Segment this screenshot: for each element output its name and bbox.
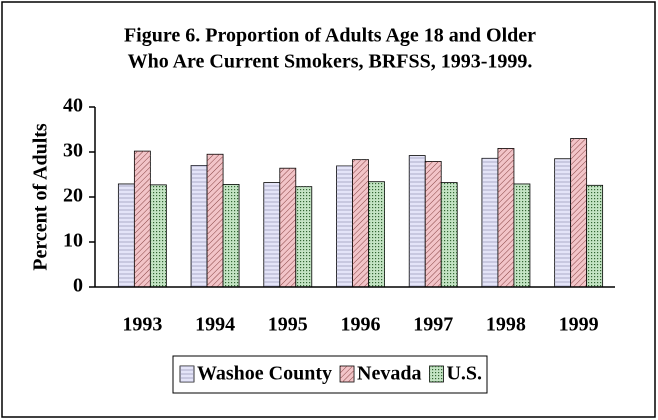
bar <box>149 184 167 288</box>
bar <box>481 157 499 288</box>
y-tick-label: 20 <box>63 185 83 207</box>
bar <box>424 161 442 288</box>
legend-swatch-pattern <box>429 366 444 382</box>
bar <box>133 150 151 288</box>
bar <box>263 182 281 288</box>
legend-label: Washoe County <box>197 363 332 385</box>
bar <box>336 165 353 288</box>
bar <box>206 153 224 288</box>
legend-label: Nevada <box>357 363 421 385</box>
y-tick-label: 10 <box>63 230 83 252</box>
bar <box>279 167 297 288</box>
legend-swatch-pattern <box>340 366 355 382</box>
bar <box>190 165 208 288</box>
bar <box>295 186 313 288</box>
legend-label: U.S. <box>446 363 482 385</box>
bar <box>222 183 240 288</box>
bar <box>117 183 135 288</box>
bar <box>497 147 515 288</box>
y-tick-label: 30 <box>63 140 83 162</box>
legend-swatch-pattern <box>180 366 194 382</box>
bar <box>570 138 588 288</box>
y-tick-label: 0 <box>73 275 83 297</box>
chart-title: Who Are Current Smokers, BRFSS, 1993-199… <box>128 51 533 73</box>
x-tick-label: 1996 <box>341 314 381 336</box>
bar <box>352 159 369 288</box>
bar <box>440 182 458 288</box>
x-tick-label: 1994 <box>195 314 235 336</box>
x-tick-label: 1998 <box>486 314 526 336</box>
y-axis-label: Percent of Adults <box>30 123 52 271</box>
y-tick-label: 40 <box>63 95 83 117</box>
bar <box>368 181 385 288</box>
x-tick-label: 1997 <box>413 314 453 336</box>
bar <box>586 184 604 288</box>
bar <box>408 155 426 288</box>
chart-title: Figure 6. Proportion of Adults Age 18 an… <box>124 25 536 47</box>
x-tick-label: 1999 <box>559 314 599 336</box>
x-tick-label: 1993 <box>122 314 162 336</box>
bar <box>513 183 531 288</box>
bar <box>554 158 572 288</box>
x-tick-label: 1995 <box>268 314 308 336</box>
